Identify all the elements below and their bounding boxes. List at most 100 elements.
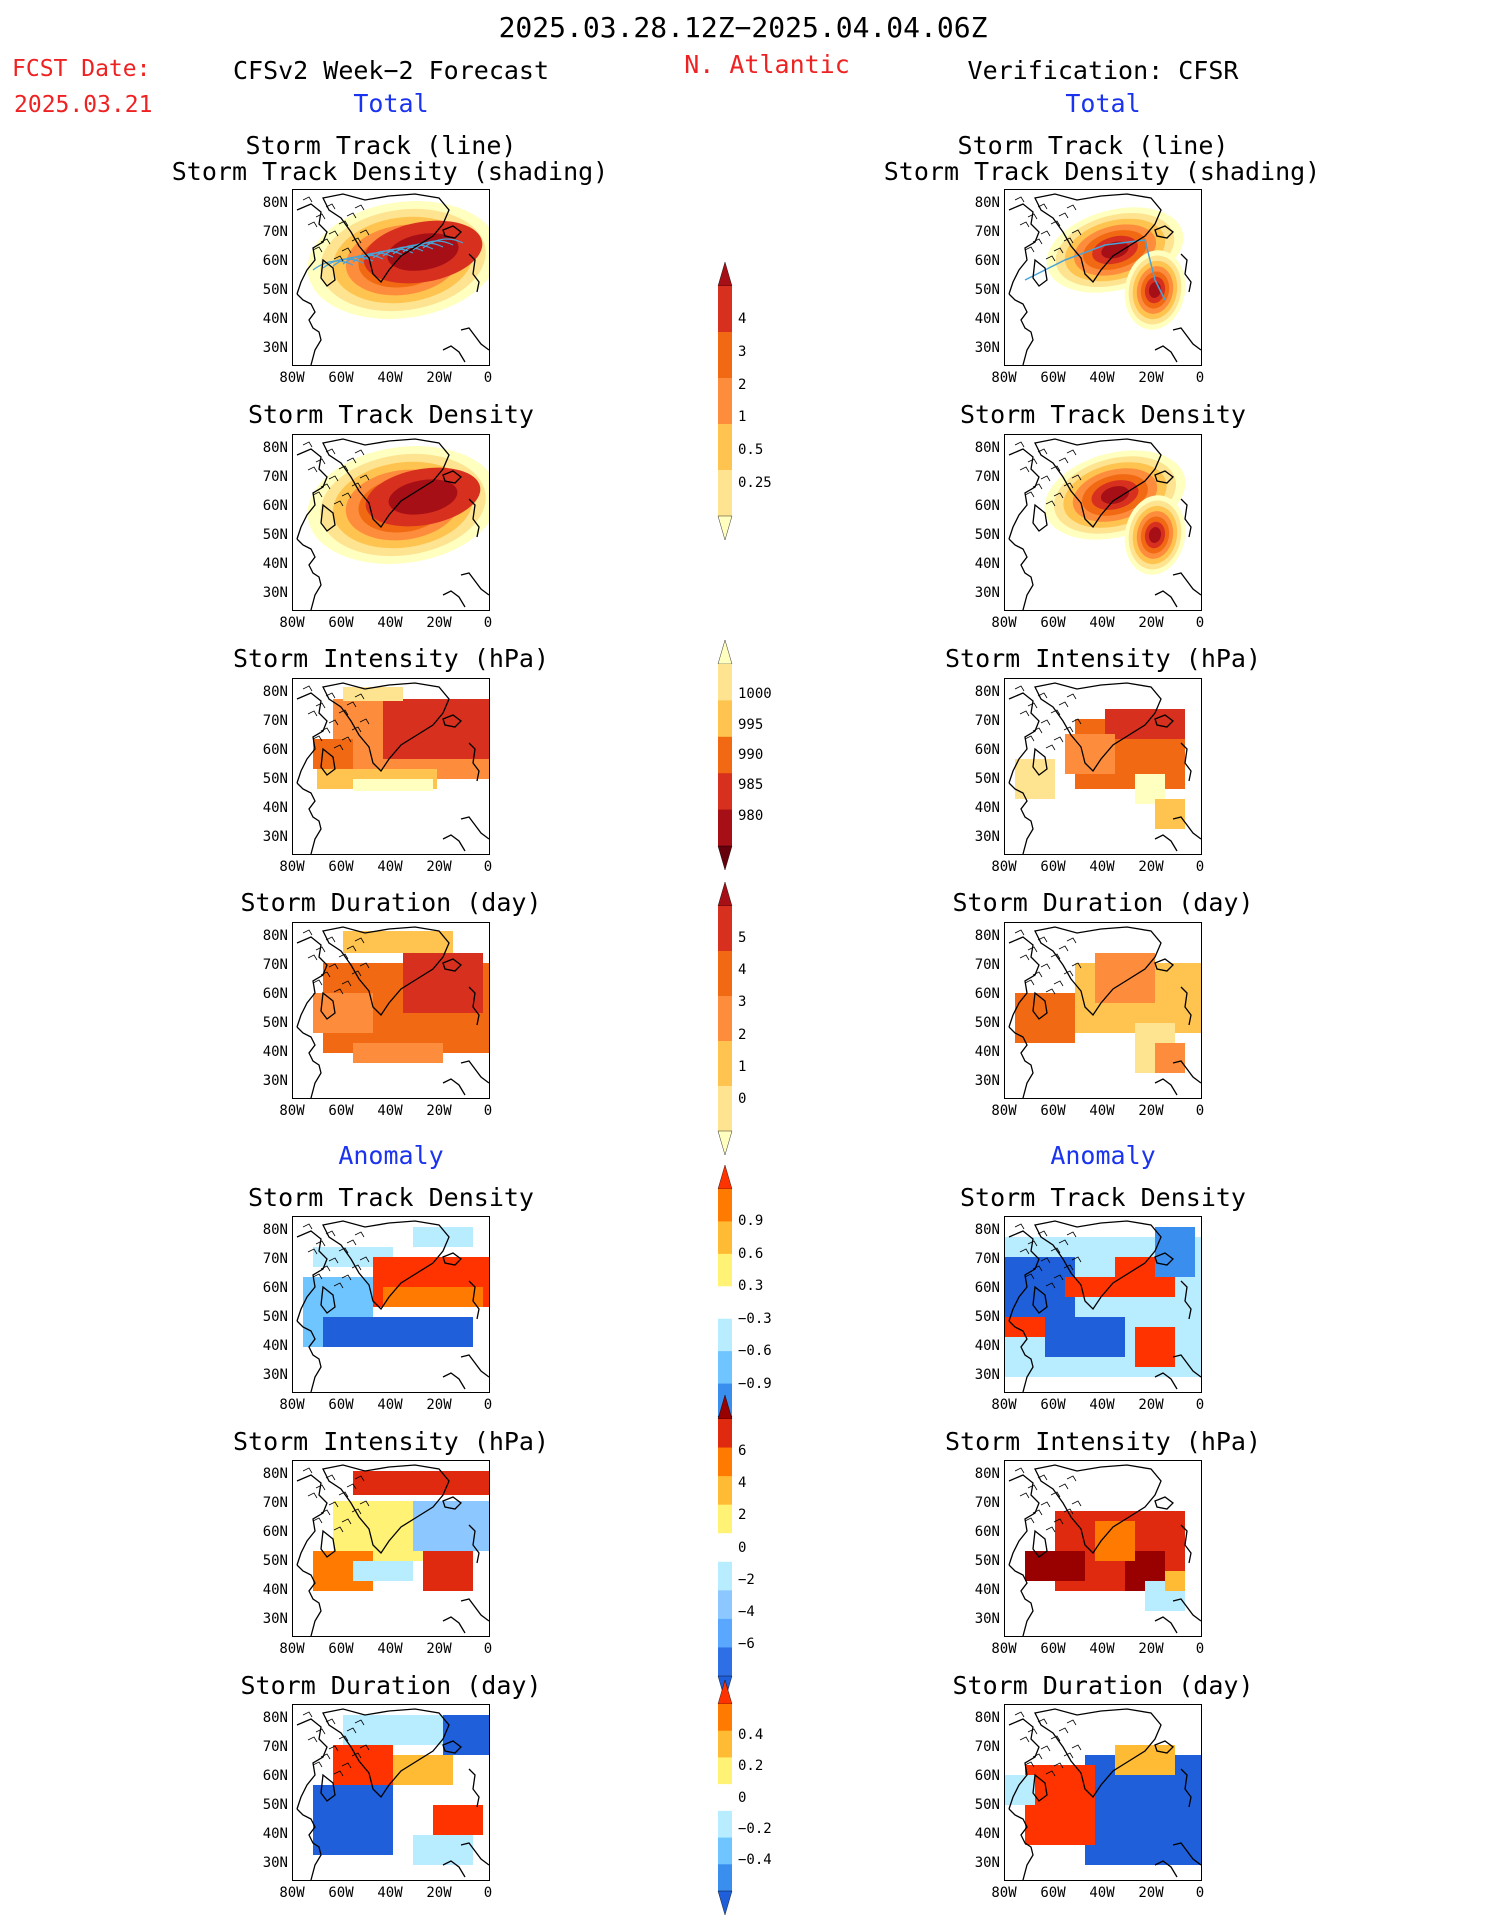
- colorbar-label: −6: [738, 1635, 755, 1652]
- right-density-title: Storm Track Density: [960, 400, 1246, 429]
- lat-label: 50N: [974, 1797, 1000, 1813]
- lon-label: 20W: [1138, 1885, 1164, 1901]
- colorbar-label: 1: [738, 409, 747, 426]
- right-anom-duration-title: Storm Duration (day): [952, 1671, 1254, 1700]
- lon-label: 80W: [279, 1397, 305, 1413]
- lon-label: 60W: [328, 1885, 354, 1901]
- lat-label: 50N: [262, 1797, 288, 1813]
- lat-label: 80N: [262, 684, 288, 700]
- lat-label: 80N: [262, 440, 288, 456]
- lon-label: 20W: [426, 1103, 452, 1119]
- anomaly-label-right: Anomaly: [1050, 1141, 1156, 1170]
- verification-anom-density-map: [1004, 1216, 1202, 1393]
- colorbar-density_anom: [714, 1164, 738, 1444]
- left-duration-title: Storm Duration (day): [240, 888, 542, 917]
- lon-label: 40W: [377, 859, 403, 875]
- lat-label: 80N: [974, 928, 1000, 944]
- lat-label: 80N: [974, 195, 1000, 211]
- forecast-track-density-map: [292, 189, 490, 366]
- colorbar-label: 3: [738, 343, 747, 360]
- lon-label: 40W: [377, 370, 403, 386]
- lat-label: 40N: [974, 1044, 1000, 1060]
- colorbar-label: −0.3: [738, 1310, 772, 1327]
- lat-label: 30N: [262, 340, 288, 356]
- lat-label: 30N: [974, 829, 1000, 845]
- lat-label: 60N: [262, 1524, 288, 1540]
- lon-label: 20W: [1138, 1641, 1164, 1657]
- forecast-anom-intensity-map: [292, 1460, 490, 1637]
- lat-label: 40N: [974, 1826, 1000, 1842]
- lat-label: 40N: [262, 800, 288, 816]
- lat-label: 70N: [974, 224, 1000, 240]
- lat-label: 80N: [262, 1710, 288, 1726]
- forecast-density-map: [292, 434, 490, 611]
- lon-label: 0: [483, 615, 493, 631]
- lat-label: 30N: [262, 585, 288, 601]
- fcst-date-value: 2025.03.21: [14, 92, 153, 118]
- lon-label: 80W: [279, 1641, 305, 1657]
- lon-label: 40W: [1089, 1397, 1115, 1413]
- lon-label: 20W: [426, 1397, 452, 1413]
- lat-label: 80N: [262, 1466, 288, 1482]
- anomaly-label-left: Anomaly: [338, 1141, 444, 1170]
- lon-label: 40W: [1089, 370, 1115, 386]
- lon-label: 0: [1195, 1397, 1205, 1413]
- colorbar-label: 980: [738, 807, 764, 824]
- verification-intensity-map: [1004, 678, 1202, 855]
- map-canvas: [296, 1708, 489, 1880]
- lon-label: 0: [483, 859, 493, 875]
- lon-label: 20W: [426, 615, 452, 631]
- lat-label: 80N: [974, 1710, 1000, 1726]
- colorbar-label: 0.3: [738, 1278, 764, 1295]
- lon-label: 60W: [1040, 1103, 1066, 1119]
- lat-label: 30N: [262, 829, 288, 845]
- left-track-shading-title: Storm Track Density (shading): [171, 157, 609, 186]
- right-duration-title: Storm Duration (day): [952, 888, 1254, 917]
- fcst-date-label: FCST Date:: [12, 56, 151, 82]
- colorbar-label: 2: [738, 376, 747, 393]
- lon-label: 60W: [1040, 859, 1066, 875]
- lon-label: 80W: [991, 370, 1017, 386]
- lat-label: 80N: [974, 1222, 1000, 1238]
- lon-label: 40W: [377, 1885, 403, 1901]
- lon-label: 20W: [426, 370, 452, 386]
- lat-label: 80N: [974, 1466, 1000, 1482]
- lon-label: 80W: [991, 1885, 1017, 1901]
- lon-label: 60W: [328, 1641, 354, 1657]
- left-intensity-title: Storm Intensity (hPa): [232, 644, 550, 673]
- lon-label: 0: [483, 370, 493, 386]
- lon-label: 20W: [1138, 615, 1164, 631]
- colorbar-label: 0: [738, 1789, 747, 1806]
- colorbar-label: 0.9: [738, 1213, 764, 1230]
- left-anom-density-title: Storm Track Density: [248, 1183, 534, 1212]
- colorbar-duration_anom: [714, 1679, 738, 1919]
- lat-label: 70N: [262, 1739, 288, 1755]
- lat-label: 50N: [262, 527, 288, 543]
- lat-label: 40N: [262, 311, 288, 327]
- colorbar-label: 1000: [738, 686, 772, 703]
- lat-label: 30N: [262, 1611, 288, 1627]
- colorbar-label: 990: [738, 747, 764, 763]
- lat-label: 40N: [262, 556, 288, 572]
- lat-label: 50N: [974, 1015, 1000, 1031]
- map-canvas: [1008, 193, 1201, 365]
- colorbar-label: 0: [738, 1539, 747, 1556]
- lat-label: 40N: [262, 1044, 288, 1060]
- colorbar-intensity_total: [714, 639, 738, 874]
- lat-label: 30N: [974, 1611, 1000, 1627]
- map-canvas: [296, 438, 489, 610]
- colorbar-label: 0.6: [738, 1245, 764, 1262]
- colorbar-label: −0.2: [738, 1820, 772, 1837]
- lon-label: 80W: [991, 615, 1017, 631]
- lon-label: 80W: [991, 1397, 1017, 1413]
- lon-label: 40W: [377, 1397, 403, 1413]
- forecast-title: CFSv2 Week−2 Forecast: [232, 56, 550, 85]
- colorbar-label: −0.6: [738, 1343, 772, 1360]
- lat-label: 80N: [974, 440, 1000, 456]
- colorbar-label: −0.4: [738, 1851, 772, 1868]
- colorbar-label: 3: [738, 994, 747, 1011]
- lat-label: 70N: [262, 1495, 288, 1511]
- lon-label: 40W: [1089, 1641, 1115, 1657]
- lat-label: 70N: [262, 713, 288, 729]
- lat-label: 30N: [262, 1855, 288, 1871]
